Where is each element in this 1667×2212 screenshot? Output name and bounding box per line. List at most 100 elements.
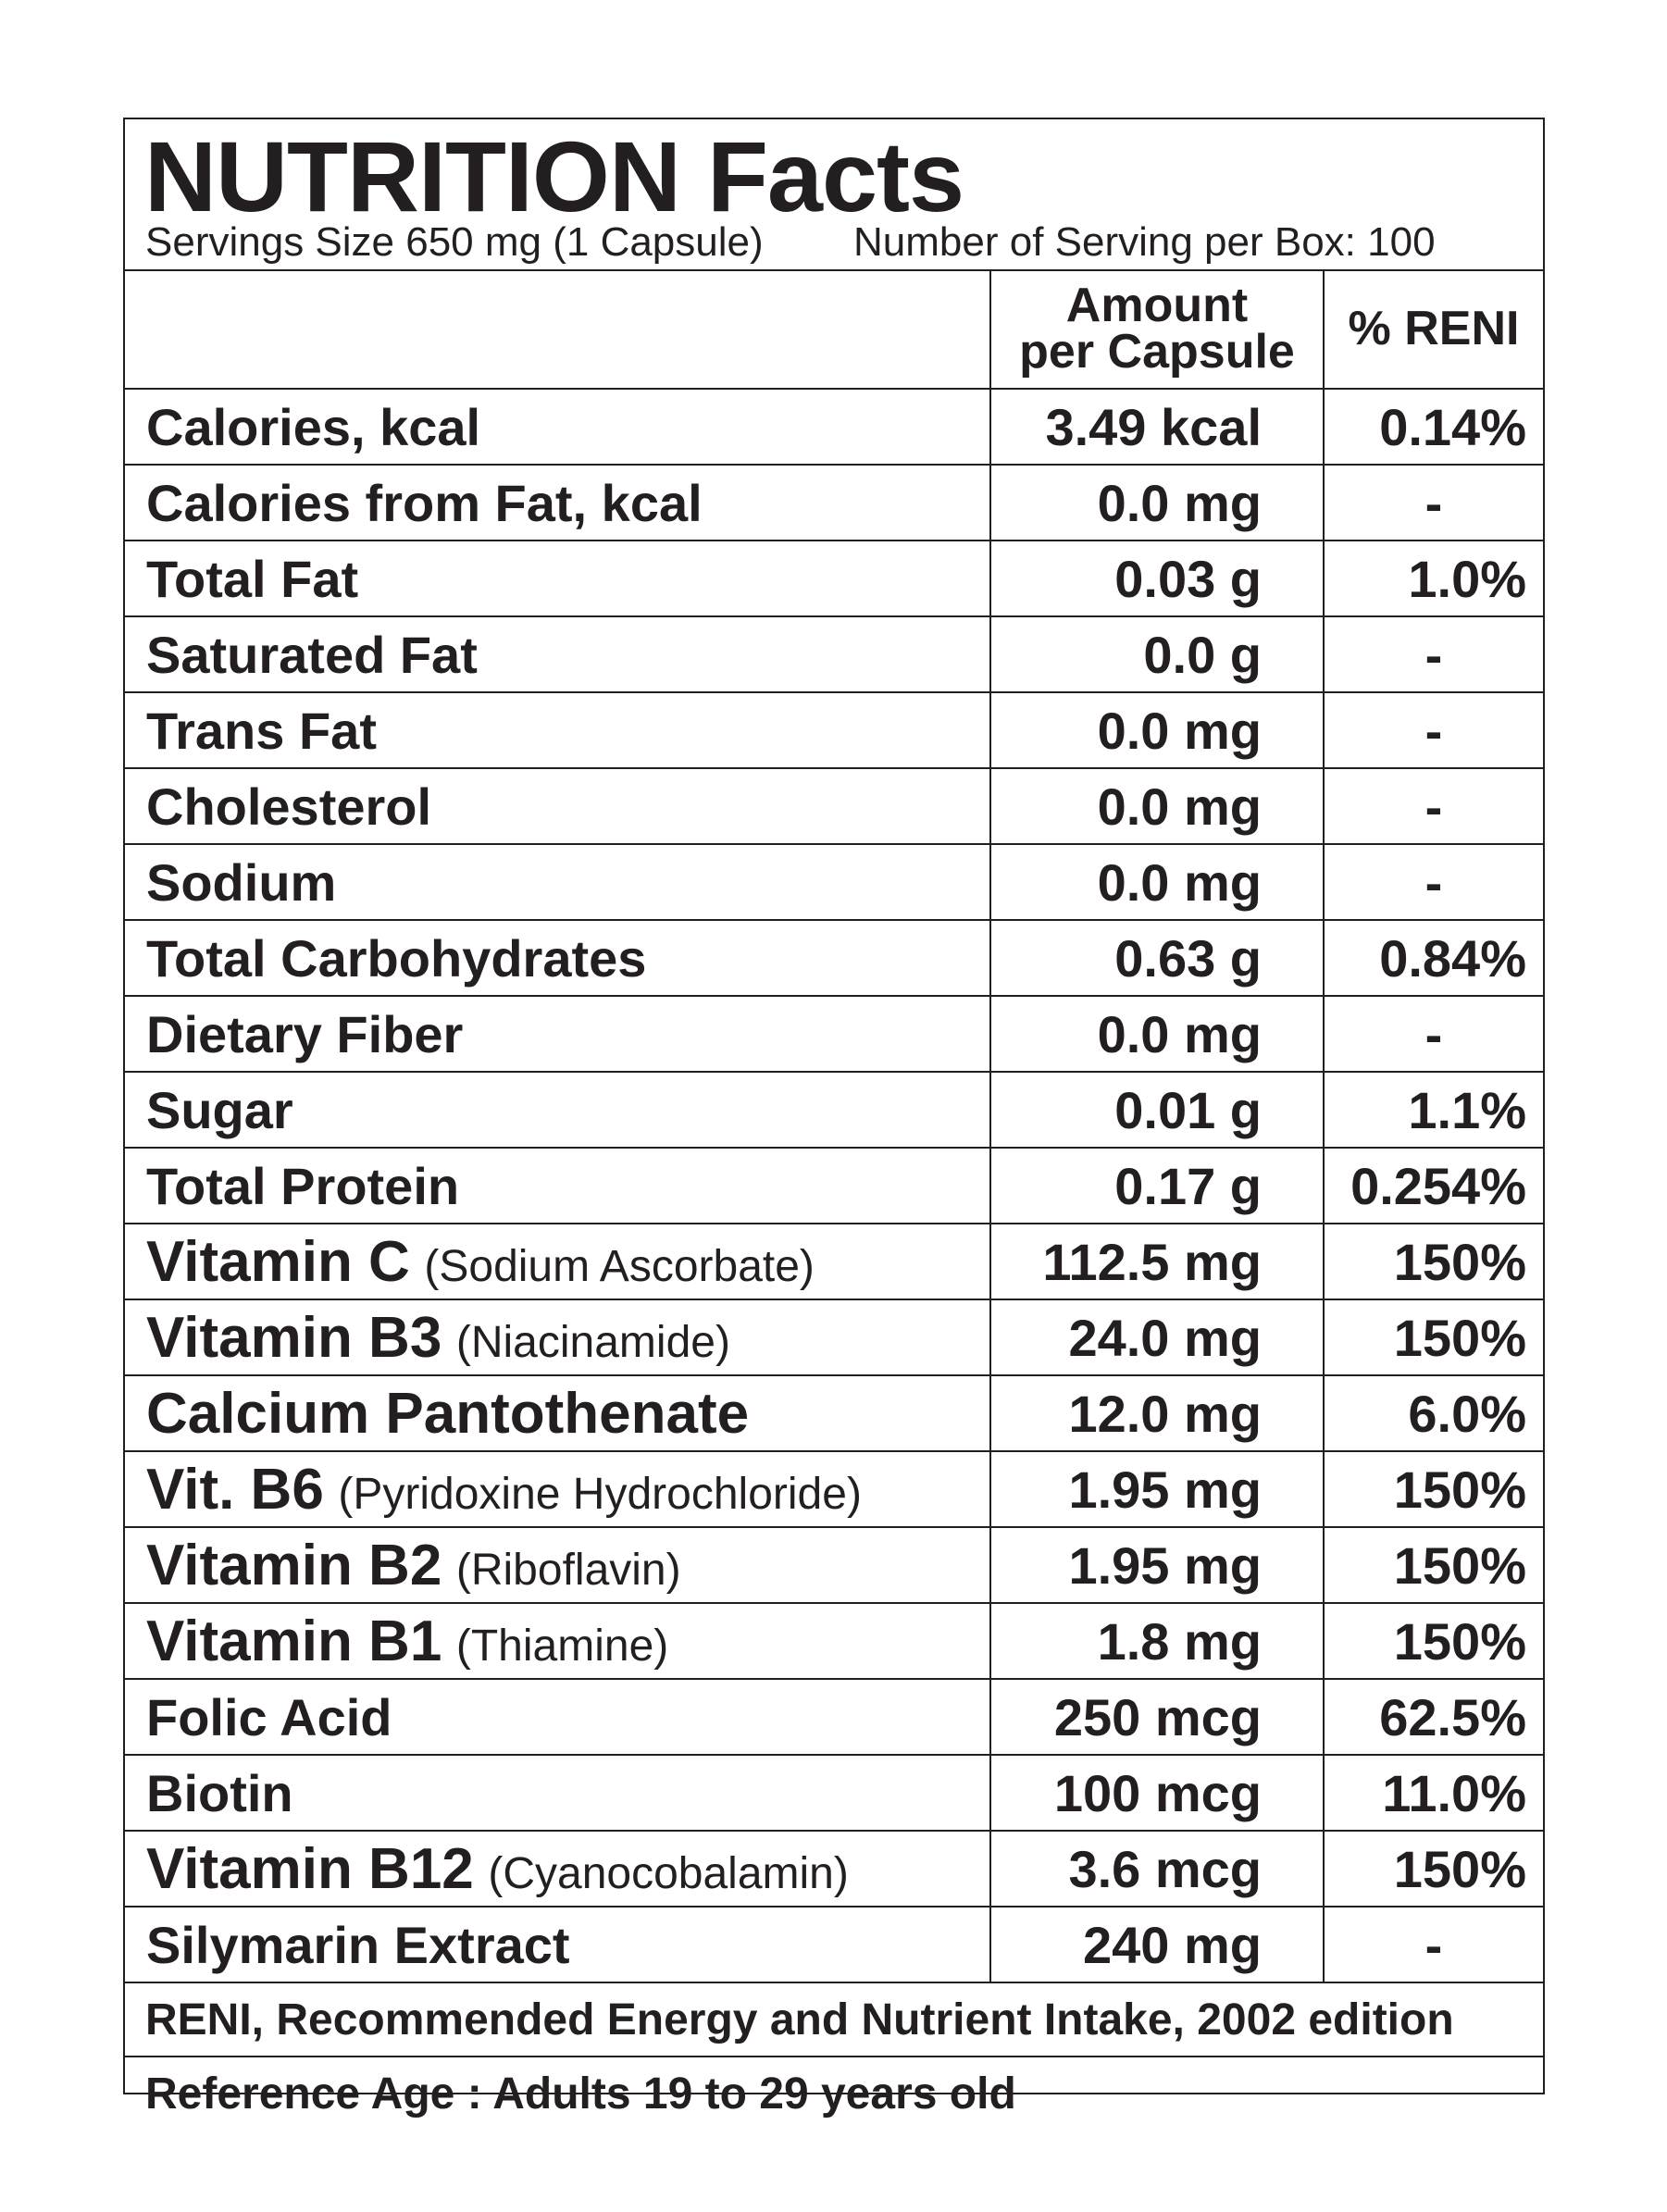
- amount-per-capsule: 0.03 g: [989, 540, 1325, 617]
- table-row: Sodium 0.0 mg -: [125, 843, 1543, 921]
- table-row: Calories from Fat, kcal 0.0 mg -: [125, 464, 1543, 541]
- amount-per-capsule: 0.0 mg: [989, 464, 1325, 541]
- nutrient-name-cell: Sugar: [125, 1071, 991, 1149]
- table-row: Vit. B6 (Pyridoxine Hydrochloride) 1.95 m…: [125, 1450, 1543, 1528]
- reference-age: Reference Age : Adults 19 to 29 years ol…: [125, 2056, 1543, 2130]
- amount-per-capsule: 1.95 mg: [989, 1450, 1325, 1528]
- nutrient-name: Total Carbohydrates: [146, 928, 647, 988]
- reni-column-header: % RENI: [1323, 269, 1543, 390]
- table-row: Vitamin B1 (Thiamine) 1.8 mg 150%: [125, 1602, 1543, 1680]
- nutrient-name-cell: Vitamin B1 (Thiamine): [125, 1602, 991, 1680]
- nutrient-name: Sodium: [146, 852, 337, 912]
- serving-size: Servings Size 650 mg (1 Capsule): [145, 219, 764, 265]
- nutrition-facts-panel: NUTRITION Facts Servings Size 650 mg (1 …: [123, 118, 1545, 2130]
- reni-percent: 0.84%: [1323, 919, 1543, 997]
- reni-percent: -: [1323, 1906, 1543, 1983]
- reni-note: RENI, Recommended Energy and Nutrient In…: [125, 1982, 1543, 2057]
- amount-per-capsule: 0.0 g: [989, 615, 1325, 693]
- nutrient-name-cell: Sodium: [125, 843, 991, 921]
- nutrient-name: Trans Fat: [146, 701, 377, 760]
- table-header-row: Amount per Capsule % RENI: [125, 269, 1543, 390]
- reni-percent: -: [1323, 767, 1543, 845]
- nutrient-name-cell: Silymarin Extract: [125, 1906, 991, 1983]
- nutrient-name: Vitamin B1: [146, 1609, 442, 1673]
- nutrient-name-cell: Total Fat: [125, 540, 991, 617]
- nutrient-name-cell: Dietary Fiber: [125, 995, 991, 1073]
- servings-per-box: Number of Serving per Box: 100: [853, 219, 1436, 265]
- reni-percent: 150%: [1323, 1450, 1543, 1528]
- reni-percent: -: [1323, 615, 1543, 693]
- nutrient-name: Saturated Fat: [146, 625, 478, 684]
- reni-percent: 150%: [1323, 1830, 1543, 1908]
- reni-percent: -: [1323, 464, 1543, 541]
- table-row: Folic Acid 250 mcg 62.5%: [125, 1678, 1543, 1756]
- table-row: Vitamin C (Sodium Ascorbate) 112.5 mg 150%: [125, 1223, 1543, 1300]
- nutrient-name-cell: Total Carbohydrates: [125, 919, 991, 997]
- nutrient-name-cell: Vitamin B3 (Niacinamide): [125, 1299, 991, 1376]
- nutrient-name-cell: Folic Acid: [125, 1678, 991, 1756]
- nutrient-name-cell: Calories, kcal: [125, 388, 991, 466]
- nutrient-name-cell: Vit. B6 (Pyridoxine Hydrochloride): [125, 1450, 991, 1528]
- reni-percent: 62.5%: [1323, 1678, 1543, 1756]
- amount-per-capsule: 240 mg: [989, 1906, 1325, 1983]
- nutrient-source: (Thiamine): [455, 1621, 669, 1671]
- reni-percent: 0.254%: [1323, 1147, 1543, 1224]
- amount-per-capsule: 112.5 mg: [989, 1223, 1325, 1300]
- amount-header-line2: per Capsule: [1019, 325, 1295, 379]
- nutrient-column-header: [125, 269, 991, 390]
- nutrient-source: (Cyanocobalamin): [488, 1848, 849, 1898]
- table-row: Total Protein 0.17 g 0.254%: [125, 1147, 1543, 1224]
- amount-per-capsule: 0.0 mg: [989, 767, 1325, 845]
- nutrient-name-cell: Vitamin C (Sodium Ascorbate): [125, 1223, 991, 1300]
- table-row: Dietary Fiber 0.0 mg -: [125, 995, 1543, 1073]
- reni-note-row: RENI, Recommended Energy and Nutrient In…: [125, 1982, 1543, 2057]
- amount-per-capsule: 1.8 mg: [989, 1602, 1325, 1680]
- nutrient-name: Calories, kcal: [146, 397, 481, 456]
- amount-per-capsule: 100 mcg: [989, 1754, 1325, 1832]
- amount-per-capsule: 0.0 mg: [989, 995, 1325, 1073]
- reni-percent: -: [1323, 995, 1543, 1073]
- nutrient-source: (Sodium Ascorbate): [424, 1241, 815, 1291]
- nutrient-name-cell: Calcium Pantothenate: [125, 1374, 991, 1452]
- reni-percent: -: [1323, 691, 1543, 769]
- reni-percent: 150%: [1323, 1299, 1543, 1376]
- nutrition-header: NUTRITION Facts Servings Size 650 mg (1 …: [125, 119, 1543, 271]
- reni-percent: 1.0%: [1323, 540, 1543, 617]
- nutrient-name-cell: Calories from Fat, kcal: [125, 464, 991, 541]
- nutrition-table-body: Calories, kcal 3.49 kcal 0.14% Calories fro…: [125, 388, 1543, 2130]
- table-row: Vitamin B2 (Riboflavin) 1.95 mg 150%: [125, 1526, 1543, 1604]
- reni-percent: -: [1323, 843, 1543, 921]
- reni-percent: 1.1%: [1323, 1071, 1543, 1149]
- table-row: Calcium Pantothenate 12.0 mg 6.0%: [125, 1374, 1543, 1452]
- amount-per-capsule: 250 mcg: [989, 1678, 1325, 1756]
- nutrient-name-cell: Saturated Fat: [125, 615, 991, 693]
- table-row: Cholesterol 0.0 mg -: [125, 767, 1543, 845]
- amount-column-header: Amount per Capsule: [989, 269, 1325, 390]
- nutrient-name-cell: Biotin: [125, 1754, 991, 1832]
- nutrient-name: Calories from Fat, kcal: [146, 473, 703, 532]
- nutrient-name: Silymarin Extract: [146, 1915, 570, 1974]
- amount-per-capsule: 12.0 mg: [989, 1374, 1325, 1452]
- amount-per-capsule: 0.63 g: [989, 919, 1325, 997]
- nutrient-source: (Niacinamide): [455, 1317, 730, 1367]
- nutrient-name: Biotin: [146, 1763, 293, 1822]
- nutrient-name: Vitamin B3: [146, 1305, 442, 1370]
- nutrient-name: Total Protein: [146, 1156, 460, 1215]
- table-row: Silymarin Extract 240 mg -: [125, 1906, 1543, 1983]
- nutrient-name: Total Fat: [146, 549, 359, 608]
- table-row: Vitamin B12 (Cyanocobalamin) 3.6 mcg 150%: [125, 1830, 1543, 1908]
- table-row: Saturated Fat 0.0 g-: [125, 615, 1543, 693]
- reference-age-row: Reference Age : Adults 19 to 29 years ol…: [125, 2056, 1543, 2130]
- table-row: Calories, kcal 3.49 kcal 0.14%: [125, 388, 1543, 466]
- table-row: Vitamin B3 (Niacinamide) 24.0 mg 150%: [125, 1299, 1543, 1376]
- amount-per-capsule: 0.17 g: [989, 1147, 1325, 1224]
- reni-percent: 6.0%: [1323, 1374, 1543, 1452]
- table-row: Sugar 0.01 g 1.1%: [125, 1071, 1543, 1149]
- nutrient-name: Vitamin B12: [146, 1836, 474, 1901]
- nutrition-table: Amount per Capsule % RENI Calories, kcal…: [125, 269, 1543, 2130]
- nutrient-name-cell: Trans Fat: [125, 691, 991, 769]
- nutrient-name: Folic Acid: [146, 1687, 392, 1746]
- table-row: Biotin 100 mcg 11.0%: [125, 1754, 1543, 1832]
- amount-per-capsule: 24.0 mg: [989, 1299, 1325, 1376]
- reni-percent: 150%: [1323, 1223, 1543, 1300]
